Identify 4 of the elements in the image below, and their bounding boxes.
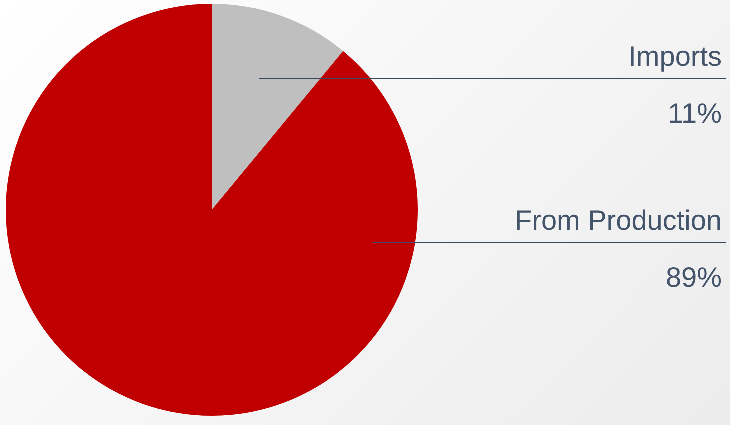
data-label: 89% <box>666 262 722 293</box>
slice-label: From Production <box>515 205 722 236</box>
data-label: 11% <box>668 98 722 129</box>
slice-label: Imports <box>628 41 722 72</box>
